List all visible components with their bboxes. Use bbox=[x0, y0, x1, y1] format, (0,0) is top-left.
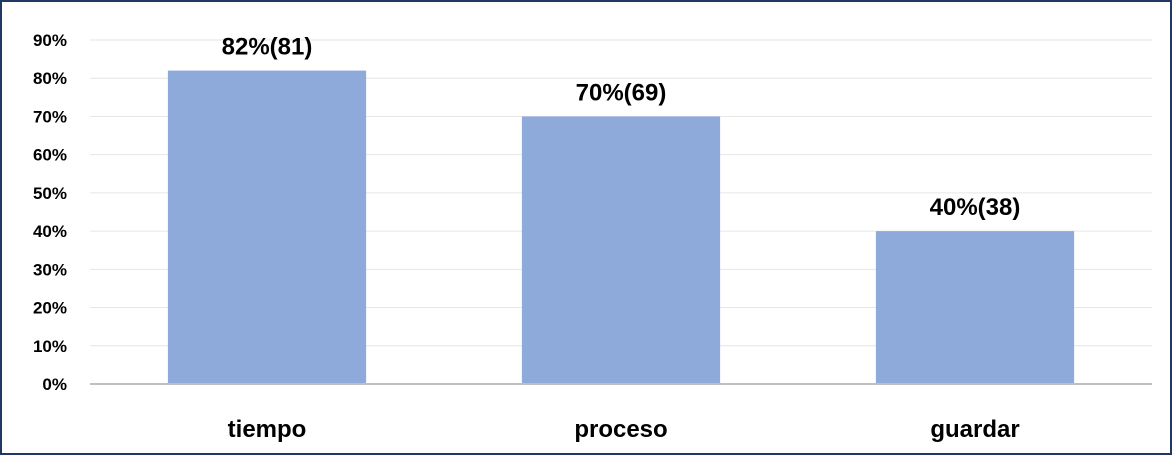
bars bbox=[167, 70, 1075, 385]
data-labels: 82%(81) 70%(69) 40%(38) bbox=[222, 34, 1021, 222]
category-label: proceso bbox=[574, 416, 667, 443]
bar-tiempo bbox=[167, 70, 367, 385]
data-label: 82%(81) bbox=[222, 34, 313, 61]
y-tick-label: 50% bbox=[33, 184, 67, 203]
y-axis-ticks: 0% 10% 20% 30% 40% 50% 60% 70% 80% 90% bbox=[33, 31, 67, 394]
bar-proceso bbox=[521, 116, 721, 384]
category-label: guardar bbox=[930, 416, 1019, 443]
y-tick-label: 60% bbox=[33, 146, 67, 165]
data-label: 40%(38) bbox=[930, 194, 1021, 221]
y-tick-label: 80% bbox=[33, 69, 67, 88]
y-tick-label: 30% bbox=[33, 260, 67, 279]
y-tick-label: 70% bbox=[33, 107, 67, 126]
category-label: tiempo bbox=[228, 416, 307, 443]
y-tick-label: 90% bbox=[33, 31, 67, 50]
bar-guardar bbox=[875, 231, 1075, 384]
data-label: 70%(69) bbox=[576, 79, 667, 106]
x-axis-categories: tiempo proceso guardar bbox=[228, 416, 1020, 443]
y-tick-label: 10% bbox=[33, 337, 67, 356]
y-tick-label: 40% bbox=[33, 222, 67, 241]
y-tick-label: 20% bbox=[33, 299, 67, 318]
y-tick-label: 0% bbox=[42, 375, 67, 394]
